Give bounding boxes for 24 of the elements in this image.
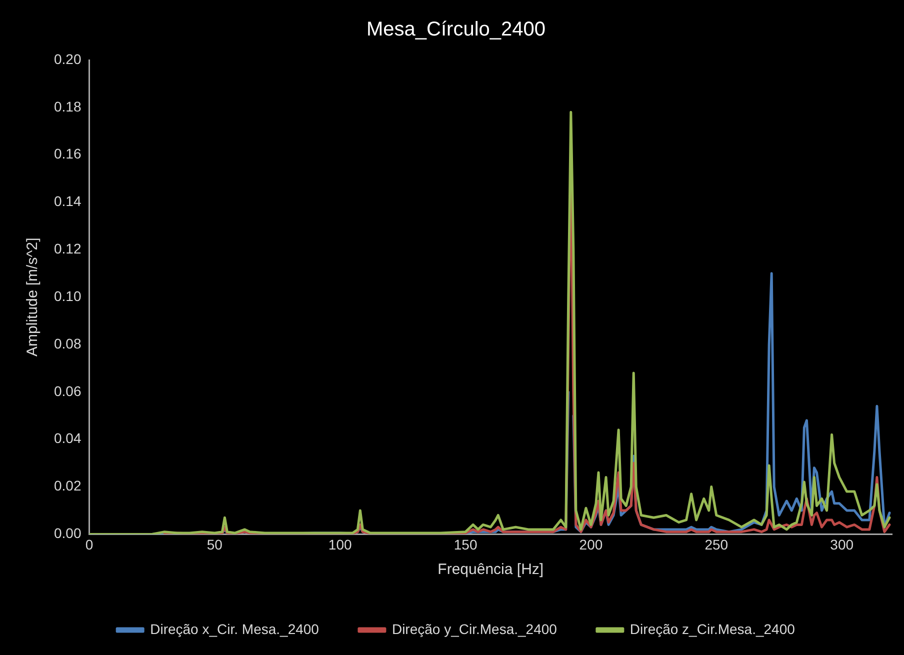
x-tick-label: 0 bbox=[85, 536, 94, 552]
legend-label: Direção z_Cir.Mesa._2400 bbox=[630, 620, 796, 637]
y-tick-label: 0.20 bbox=[54, 50, 82, 67]
y-tick-label: 0.10 bbox=[54, 288, 82, 304]
y-tick-label: 0.06 bbox=[54, 382, 82, 399]
y-tick-label: 0.04 bbox=[54, 430, 82, 446]
chart-title: Mesa_Círculo_2400 bbox=[366, 18, 546, 41]
y-tick-label: 0.08 bbox=[54, 335, 82, 352]
y-tick-label: 0.16 bbox=[54, 146, 82, 162]
x-tick-label: 100 bbox=[328, 536, 352, 552]
legend-label: Direção x_Cir. Mesa._2400 bbox=[150, 620, 320, 637]
y-tick-label: 0.18 bbox=[54, 98, 82, 114]
y-tick-label: 0.12 bbox=[54, 240, 82, 257]
x-tick-label: 200 bbox=[579, 536, 603, 552]
legend-label: Direção y_Cir.Mesa._2400 bbox=[392, 620, 558, 637]
y-tick-label: 0.00 bbox=[54, 525, 82, 542]
y-tick-label: 0.14 bbox=[54, 193, 82, 210]
x-axis-title: Frequência [Hz] bbox=[438, 561, 544, 578]
x-tick-label: 250 bbox=[704, 536, 728, 552]
y-axis-title: Amplitude [m/s^2] bbox=[24, 238, 42, 356]
x-tick-label: 50 bbox=[206, 536, 223, 552]
x-tick-label: 150 bbox=[454, 536, 478, 552]
x-tick-label: 300 bbox=[830, 536, 854, 552]
y-tick-label: 0.02 bbox=[54, 478, 82, 494]
